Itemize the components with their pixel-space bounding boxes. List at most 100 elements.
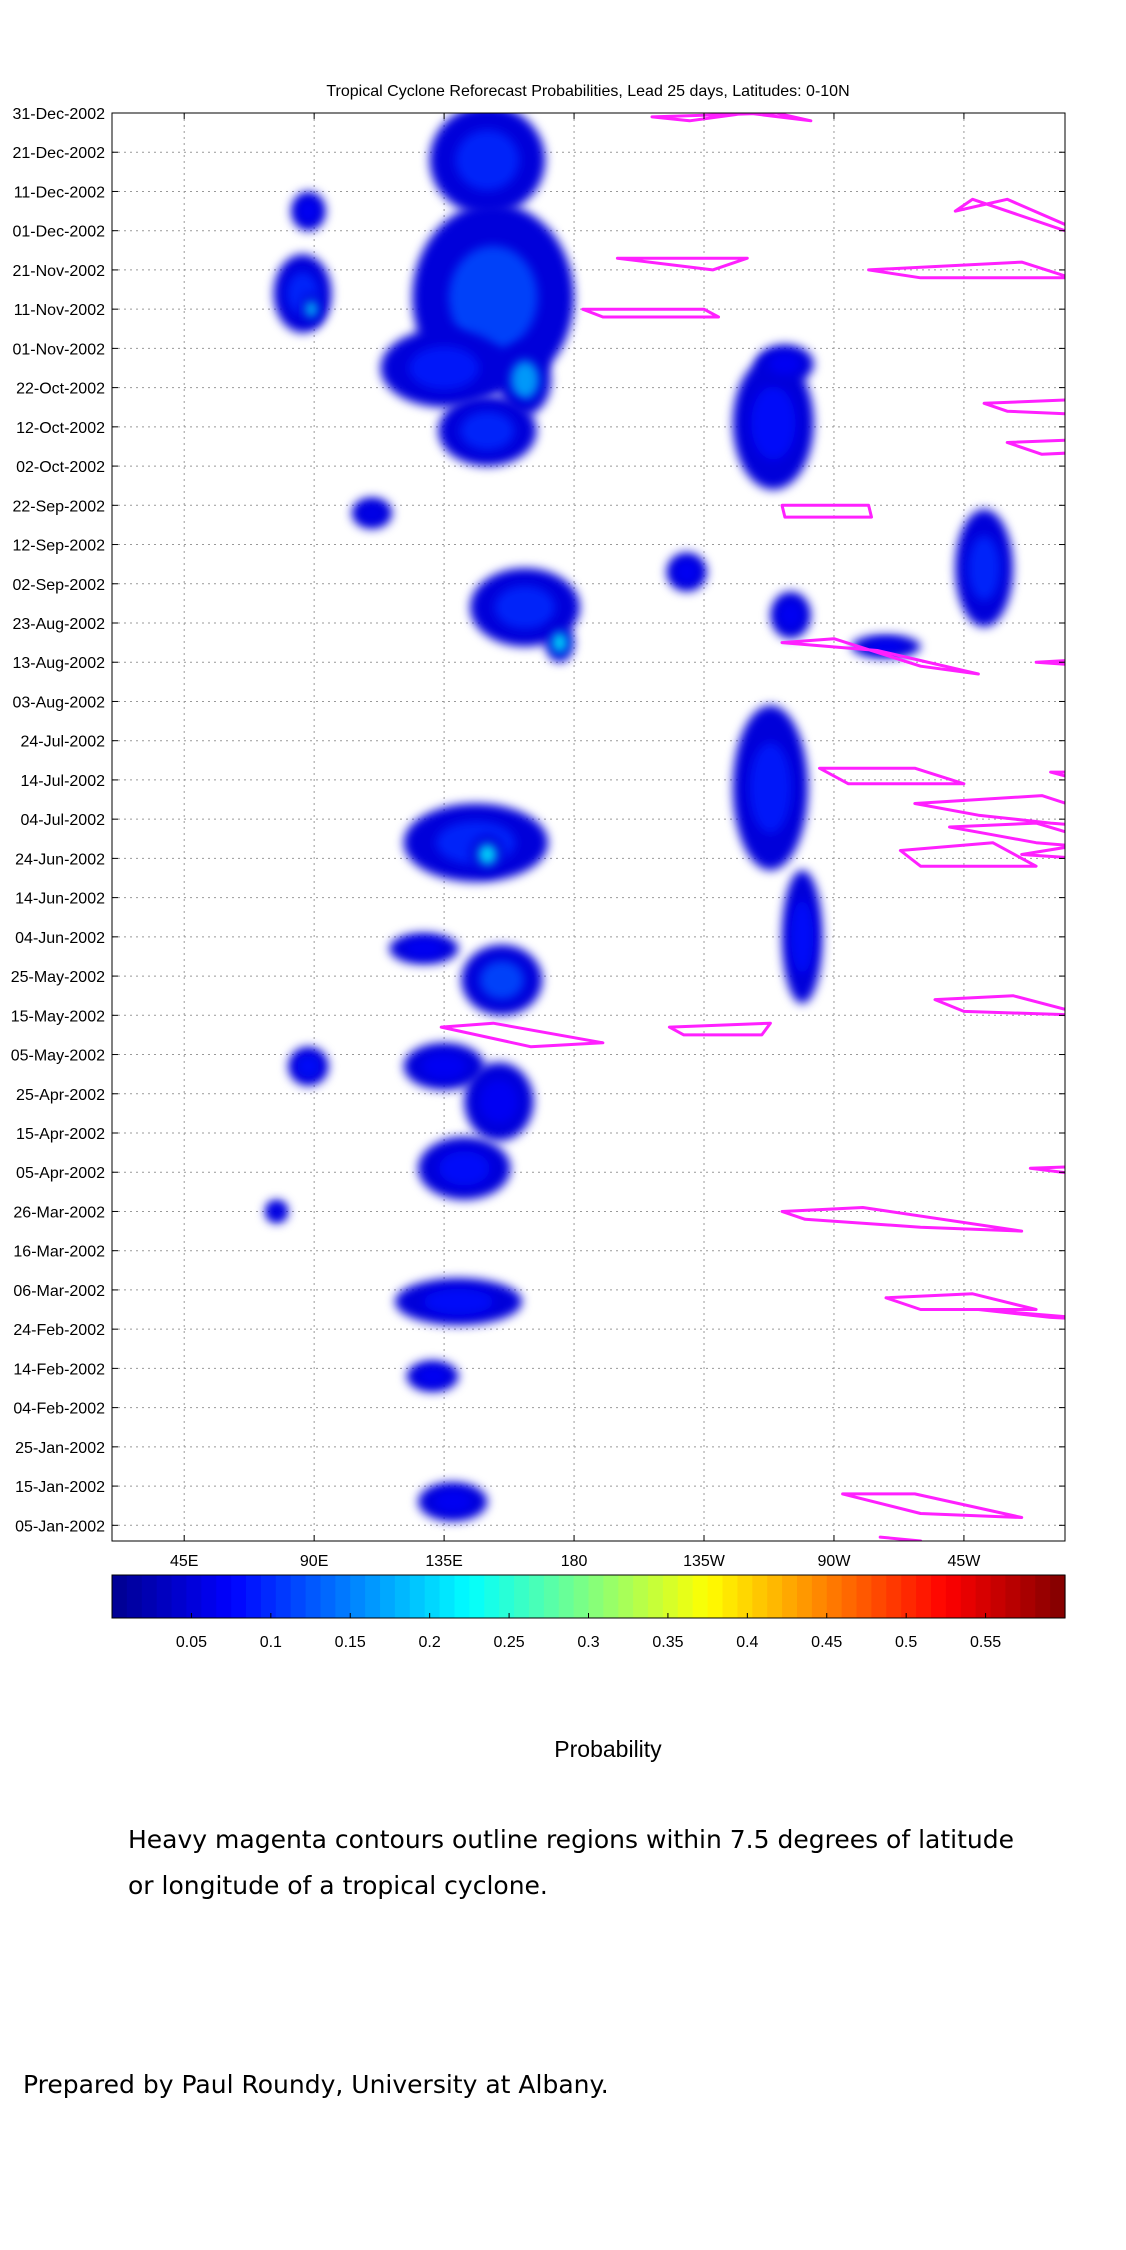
y-tick-label: 21-Nov-2002: [13, 263, 106, 280]
probability-blob-core: [791, 900, 814, 974]
colorbar-cell: [171, 1575, 188, 1618]
probability-blob: [291, 191, 326, 231]
colorbar-cell: [260, 1575, 277, 1618]
colorbar-cell: [1050, 1575, 1066, 1618]
y-axis-ticks: 05-Jan-2002 15-Jan-2002 25-Jan-2002 04-Feb-…: [11, 106, 1065, 1535]
probability-blob-core: [270, 1204, 283, 1218]
probability-blob: [770, 591, 811, 639]
y-tick-label: 02-Oct-2002: [16, 459, 105, 476]
probability-blob-core: [360, 504, 384, 522]
y-tick-label: 04-Jun-2002: [15, 930, 105, 947]
colorbar-cell: [499, 1575, 515, 1618]
y-tick-label: 14-Feb-2002: [13, 1361, 105, 1378]
colorbar-cell: [454, 1575, 470, 1618]
colorbar-cell: [737, 1575, 753, 1618]
cyclone-contour: [650, 113, 813, 123]
probability-blob: [351, 497, 393, 529]
caption-line-2: or longitude of a tropical cyclone.: [128, 1871, 548, 1900]
y-tick-label: 12-Sep-2002: [12, 538, 105, 555]
colorbar-cell: [930, 1575, 947, 1618]
y-tick-label: 15-Apr-2002: [16, 1126, 105, 1143]
chart-title: Tropical Cyclone Reforecast Probabilitie…: [326, 83, 849, 100]
colorbar-cell: [365, 1575, 381, 1618]
probability-blob-core: [298, 200, 318, 222]
colorbar-cell: [558, 1575, 575, 1618]
probability-blob-core: [779, 602, 802, 629]
cyclone-contour: [898, 841, 1038, 868]
colorbar-cell: [290, 1575, 307, 1618]
colorbar-cell: [752, 1575, 768, 1618]
probability-blob-core: [421, 1053, 467, 1080]
x-tick-label: 180: [561, 1553, 588, 1570]
probability-blob: [470, 834, 505, 875]
colorbar-cell: [603, 1575, 619, 1618]
colorbar-cell: [916, 1575, 932, 1618]
colorbar-cell: [945, 1575, 962, 1618]
colorbar-cell: [380, 1575, 396, 1618]
colorbar-cell: [782, 1575, 798, 1618]
x-tick-label: 90W: [818, 1553, 852, 1570]
colorbar-cell: [126, 1575, 143, 1618]
colorbar-cell: [811, 1575, 828, 1618]
colorbar-cell: [394, 1575, 411, 1618]
cyclone-contour: [884, 1292, 1038, 1311]
colorbar-cell: [767, 1575, 783, 1618]
probability-blob-core: [433, 1490, 472, 1513]
colorbar-ticks: 0.05 0.1 0.15 0.2 0.25 0.3 0.35 0.4 0.45 0.5 0.55: [176, 1613, 1001, 1651]
y-tick-label: 25-Apr-2002: [16, 1087, 105, 1104]
y-tick-label: 11-Dec-2002: [14, 184, 105, 201]
probability-blob: [464, 1062, 534, 1141]
colorbar-cell: [662, 1575, 679, 1618]
probability-blob-core: [418, 1367, 447, 1385]
colorbar-tick-label: 0.05: [176, 1634, 207, 1651]
plot-area: 05-Jan-2002 15-Jan-2002 25-Jan-2002 04-Feb-…: [11, 106, 1066, 1570]
x-tick-label: 90E: [300, 1553, 328, 1570]
probability-blob-core: [749, 742, 792, 834]
caption-line-1: Heavy magenta contours outline regions w…: [128, 1825, 1015, 1854]
colorbar-cell: [439, 1575, 456, 1618]
colorbar-cell: [648, 1575, 664, 1618]
probability-blob: [395, 1278, 523, 1326]
y-tick-label: 11-Nov-2002: [14, 302, 105, 319]
probability-blob: [273, 254, 332, 333]
colorbar-cell: [871, 1575, 887, 1618]
probability-blob-core: [409, 346, 480, 390]
y-tick-label: 15-May-2002: [11, 1008, 105, 1025]
cyclone-contour: [615, 256, 749, 272]
colorbar-tick-label: 0.4: [736, 1634, 758, 1651]
colorbar-tick-label: 0.3: [577, 1634, 599, 1651]
colorbar-tick-label: 0.15: [335, 1634, 366, 1651]
y-tick-label: 05-Apr-2002: [16, 1165, 105, 1182]
y-tick-label: 04-Feb-2002: [13, 1401, 105, 1418]
probability-blob: [418, 1482, 488, 1522]
probability-blob-core: [460, 411, 515, 451]
colorbar-cell: [543, 1575, 560, 1618]
y-tick-label: 16-Mar-2002: [13, 1244, 105, 1261]
y-tick-label: 04-Jul-2002: [21, 812, 106, 829]
cyclone-contour: [913, 794, 1065, 826]
colorbar-cell: [484, 1575, 500, 1618]
cyclone-contour: [976, 1308, 1065, 1320]
probability-blob: [403, 1042, 485, 1090]
colorbar-cell: [677, 1575, 694, 1618]
colorbar-cell: [841, 1575, 858, 1618]
colorbar-cell: [975, 1575, 992, 1618]
probability-blob: [732, 705, 808, 871]
probability-blob-core: [455, 129, 520, 191]
probability-blob: [545, 623, 575, 663]
x-tick-label: 45W: [947, 1553, 981, 1570]
y-tick-label: 14-Jul-2002: [21, 773, 106, 790]
colorbar-cell: [201, 1575, 217, 1618]
probability-regions: [265, 113, 1014, 1522]
colorbar-cell: [573, 1575, 590, 1618]
plot-frame: [111, 112, 1066, 1542]
colorbar-cell: [856, 1575, 873, 1618]
colorbar-tick-label: 0.25: [494, 1634, 525, 1651]
y-tick-label: 05-Jan-2002: [15, 1518, 105, 1535]
y-tick-label: 21-Dec-2002: [13, 145, 106, 162]
y-tick-label: 12-Oct-2002: [16, 420, 105, 437]
colorbar-cell: [186, 1575, 202, 1618]
plot-background: [112, 113, 1065, 1541]
y-tick-label: 22-Sep-2002: [12, 498, 105, 515]
y-tick-label: 14-Jun-2002: [15, 891, 105, 908]
